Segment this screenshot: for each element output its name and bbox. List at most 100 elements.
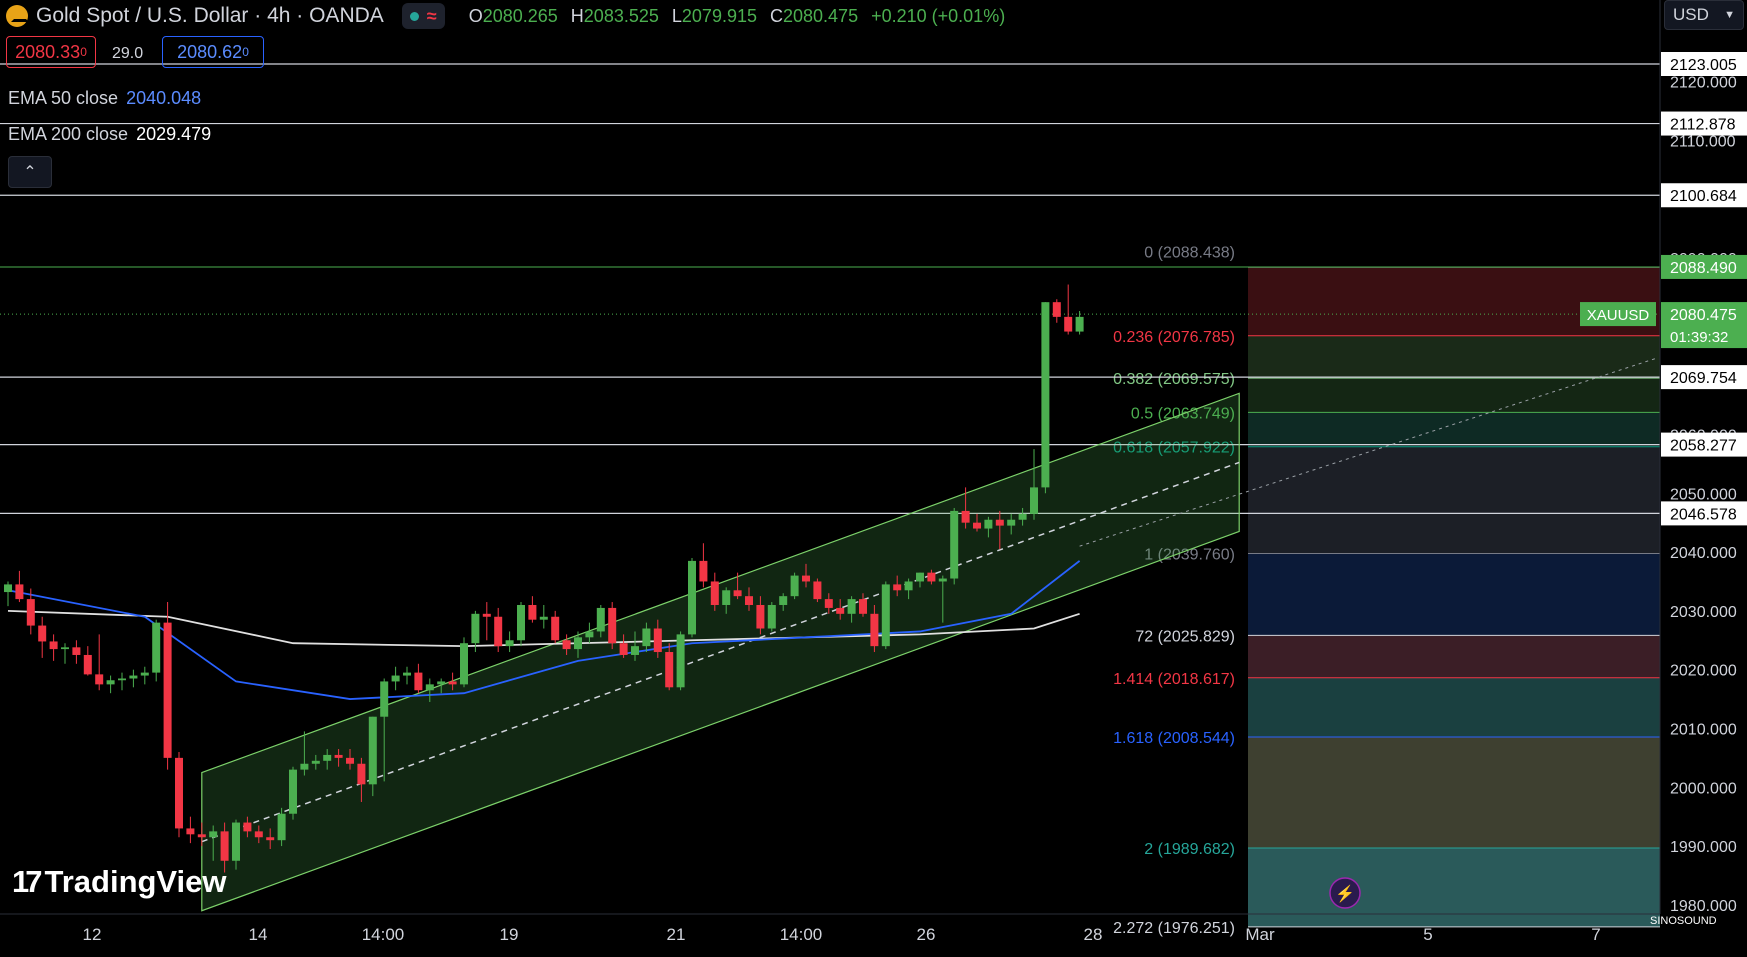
candle[interactable] [152, 622, 161, 673]
candle[interactable] [220, 831, 229, 861]
candle[interactable] [710, 581, 719, 605]
candle[interactable] [1064, 316, 1073, 332]
candle[interactable] [209, 831, 218, 838]
candle[interactable] [961, 510, 970, 523]
candle[interactable] [300, 763, 309, 770]
candle[interactable] [186, 828, 195, 835]
lightning-button[interactable] [1329, 877, 1361, 909]
candle[interactable] [904, 581, 913, 591]
candle[interactable] [494, 616, 503, 647]
currency-selector[interactable]: USD ▼ [1664, 0, 1744, 30]
ema200-legend[interactable]: EMA 200 close 2029.479 [8, 124, 211, 145]
ema50-line[interactable] [7, 560, 1081, 700]
candle[interactable] [425, 684, 434, 691]
candle[interactable] [870, 613, 879, 647]
candle[interactable] [72, 647, 81, 655]
candle[interactable] [642, 628, 651, 647]
candle[interactable] [881, 584, 890, 647]
candle[interactable] [653, 628, 662, 653]
candle[interactable] [528, 604, 537, 620]
candle[interactable] [391, 675, 400, 682]
collapse-legend-button[interactable]: ⌃ [8, 156, 52, 188]
candle[interactable] [973, 522, 981, 529]
candle[interactable] [562, 640, 571, 650]
candle[interactable] [779, 596, 788, 605]
buy-button[interactable]: 2080.62 0 [162, 36, 264, 68]
candle[interactable] [802, 575, 810, 582]
candle[interactable] [767, 604, 776, 629]
candle[interactable] [460, 643, 468, 685]
sell-button[interactable]: 2080.33 0 [6, 36, 96, 68]
candle[interactable] [665, 652, 674, 688]
candle[interactable] [756, 604, 765, 629]
candle[interactable] [334, 754, 343, 758]
candle[interactable] [95, 674, 104, 685]
candle[interactable] [1075, 316, 1084, 332]
candle[interactable] [266, 837, 275, 841]
candle[interactable] [984, 519, 993, 529]
candle[interactable] [357, 763, 366, 785]
candle[interactable] [243, 822, 252, 832]
candle[interactable] [175, 757, 183, 829]
candle[interactable] [232, 822, 240, 861]
candle[interactable] [403, 672, 411, 676]
candle[interactable] [824, 599, 833, 608]
candle[interactable] [699, 560, 708, 582]
candle[interactable] [61, 647, 69, 650]
candle[interactable] [722, 590, 731, 605]
candle[interactable] [4, 584, 12, 593]
candle[interactable] [517, 604, 525, 641]
candle[interactable] [129, 675, 138, 679]
candle[interactable] [539, 616, 548, 620]
candle[interactable] [414, 672, 423, 691]
candle[interactable] [733, 590, 742, 597]
ema50-legend[interactable]: EMA 50 close 2040.048 [8, 88, 201, 109]
candle[interactable] [83, 654, 92, 675]
gold-symbol-icon[interactable] [6, 5, 29, 27]
candle[interactable] [482, 613, 491, 617]
candle[interactable] [289, 769, 297, 814]
candle[interactable] [505, 640, 514, 647]
candle[interactable] [1052, 302, 1061, 317]
candle[interactable] [254, 831, 263, 838]
candle[interactable] [938, 578, 947, 582]
symbol-title[interactable]: Gold Spot / U.S. Dollar · 4h · OANDA [36, 4, 384, 27]
candle[interactable] [1030, 487, 1038, 514]
candle[interactable] [437, 681, 446, 685]
candle[interactable] [688, 560, 696, 635]
candle[interactable] [140, 672, 149, 676]
candle[interactable] [596, 607, 605, 632]
candle[interactable] [836, 607, 845, 614]
candle[interactable] [676, 634, 685, 688]
candle[interactable] [106, 680, 115, 685]
candle[interactable] [893, 584, 902, 591]
candle[interactable] [380, 681, 389, 717]
candle[interactable] [1041, 302, 1050, 488]
candle[interactable] [38, 625, 47, 642]
price-axis[interactable] [1660, 0, 1747, 952]
candle[interactable] [813, 581, 822, 600]
candle[interactable] [197, 834, 206, 838]
candle[interactable] [1018, 513, 1027, 520]
candle[interactable] [49, 641, 58, 650]
candle[interactable] [585, 631, 594, 638]
candle[interactable] [790, 575, 799, 597]
candle[interactable] [118, 678, 126, 681]
candle[interactable] [631, 646, 639, 655]
candle[interactable] [950, 510, 959, 579]
candle[interactable] [745, 596, 753, 605]
candle[interactable] [471, 613, 480, 644]
candle[interactable] [346, 757, 354, 764]
candle[interactable] [368, 716, 377, 785]
candle[interactable] [574, 637, 582, 650]
candle[interactable] [859, 599, 867, 614]
market-status-pill[interactable]: ≈ [401, 3, 445, 29]
candle[interactable] [927, 572, 936, 582]
candle[interactable] [277, 813, 286, 841]
candle[interactable] [15, 584, 24, 600]
candle[interactable] [323, 754, 332, 761]
candle[interactable] [448, 681, 457, 685]
candle[interactable] [1007, 519, 1016, 526]
